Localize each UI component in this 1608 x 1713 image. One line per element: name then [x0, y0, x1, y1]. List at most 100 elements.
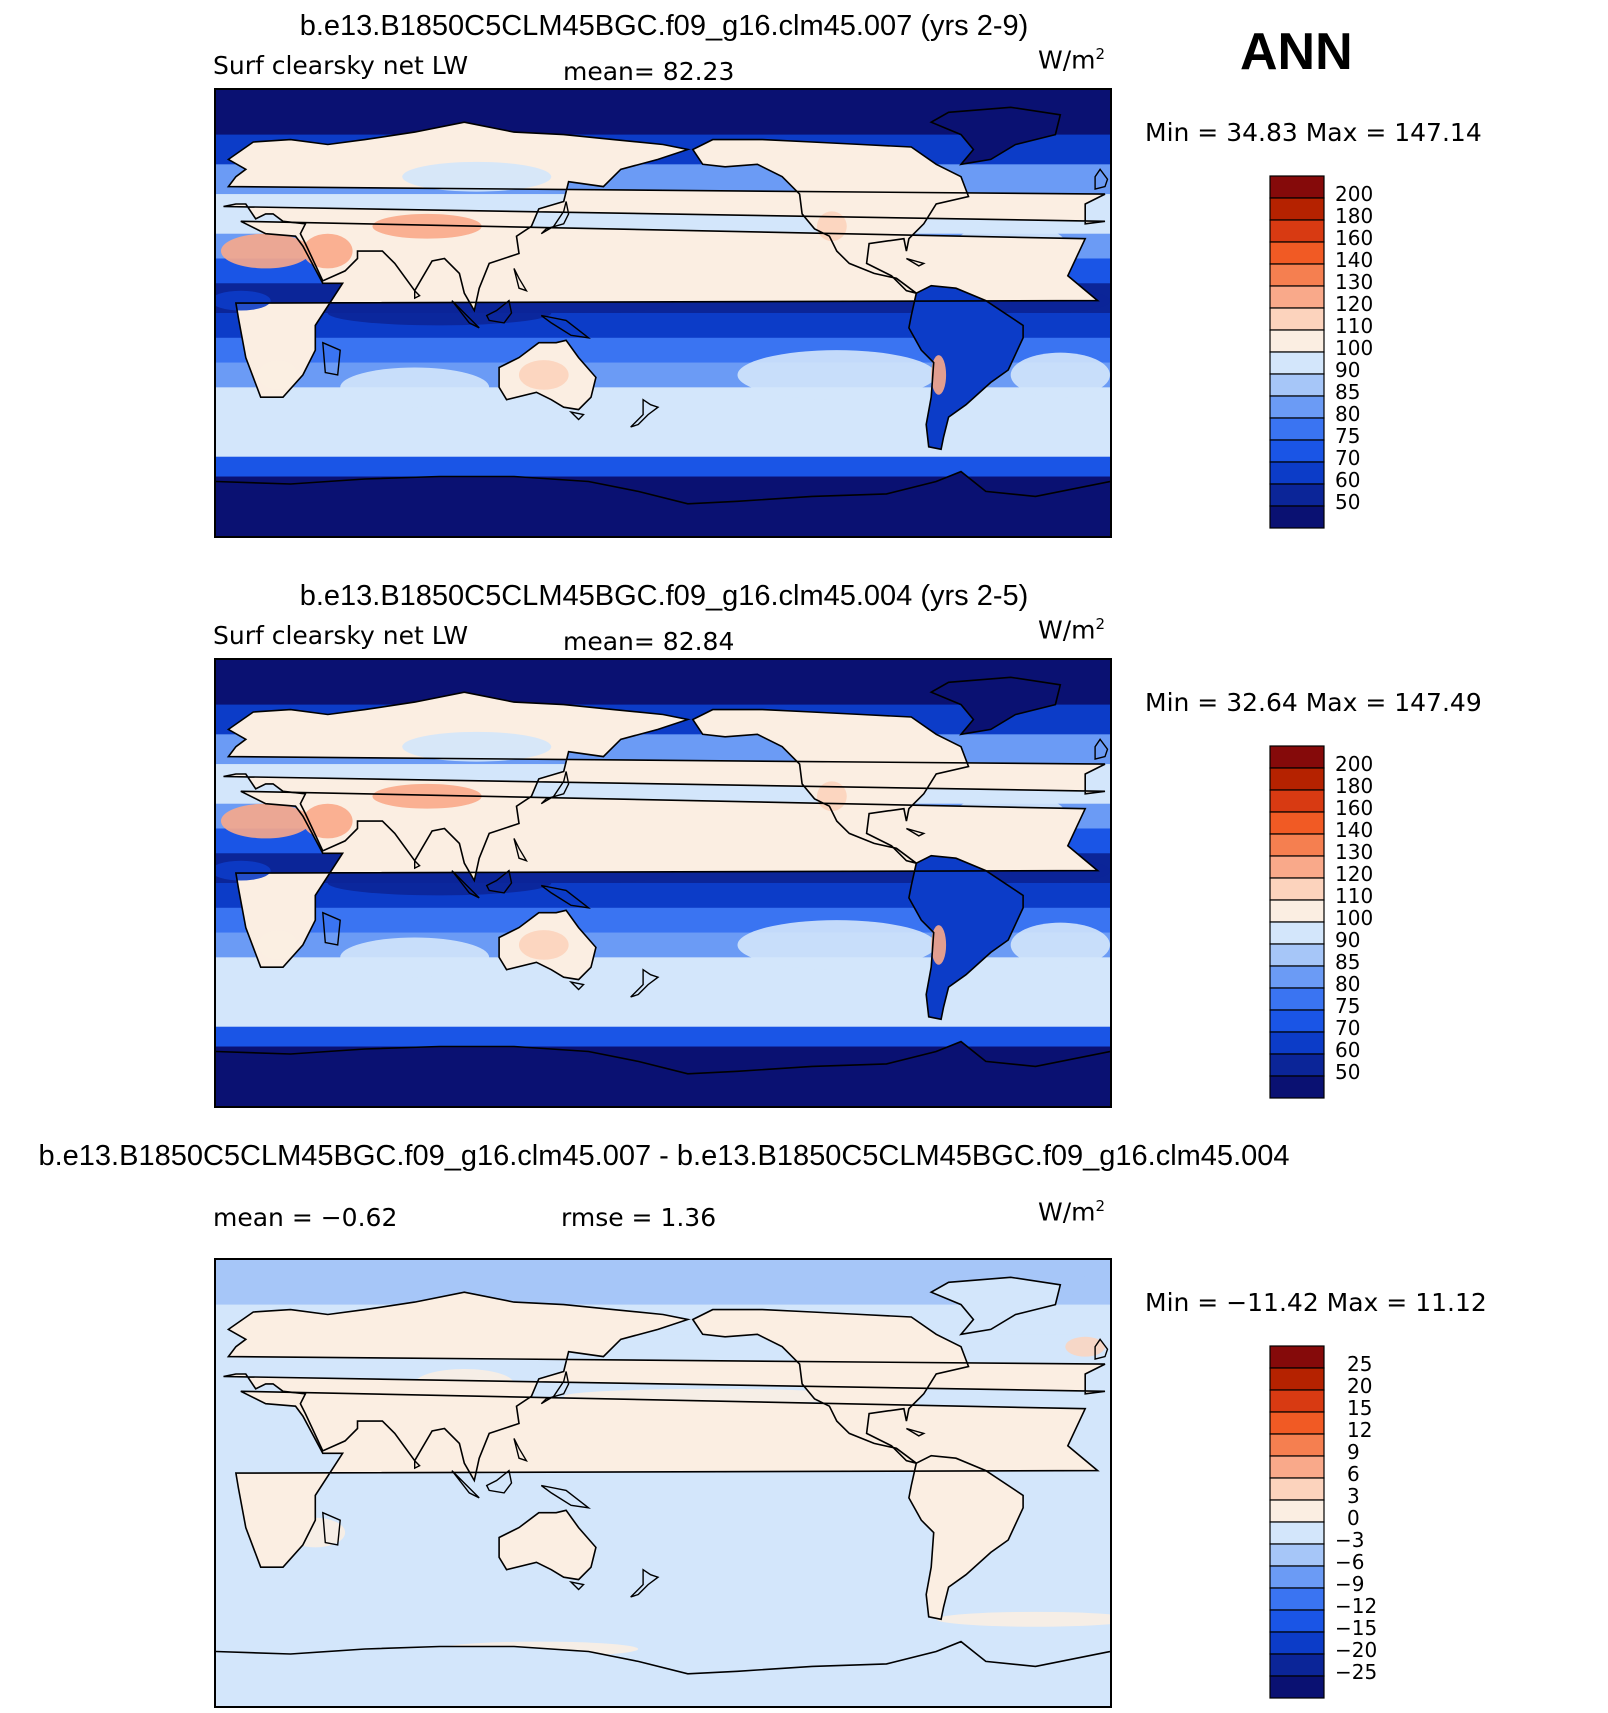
coastline: [540, 1484, 592, 1509]
colorbar-segment: [1269, 483, 1325, 507]
colorbar-tick-label: 25: [1347, 1352, 1373, 1376]
coastline: [216, 470, 1110, 505]
colorbar-tick-label: 120: [1335, 292, 1374, 316]
colorbar-tick-label: −20: [1335, 1638, 1378, 1662]
coastline: [906, 257, 926, 267]
colorbar-segment: [1269, 1455, 1325, 1479]
colorbar-segment: [1269, 1565, 1325, 1589]
colorbar-tick-label: 140: [1335, 818, 1374, 842]
land-feature: [936, 878, 986, 913]
land-fill: [931, 677, 1061, 735]
colorbar-segment: [1269, 1389, 1325, 1413]
colorbar-tick-label: 50: [1335, 490, 1361, 514]
units-label: W/m2: [1038, 615, 1105, 644]
colorbar-tick-label: 90: [1335, 928, 1361, 952]
land-fill: [499, 1510, 596, 1580]
land-fill: [931, 1277, 1061, 1335]
colorbar-segment: [1269, 351, 1325, 375]
colorbar: [1268, 174, 1326, 530]
coastline: [322, 1511, 341, 1546]
coastline: [216, 1640, 1110, 1675]
colorbar-segment: [1269, 1345, 1325, 1369]
coastline: [540, 884, 592, 909]
colorbar-segment: [1269, 1367, 1325, 1391]
land-feature: [372, 783, 482, 809]
colorbar-tick-label: 0: [1347, 1506, 1360, 1530]
coastline: [630, 1568, 660, 1598]
colorbar-segment: [1269, 987, 1325, 1011]
colorbar-segment: [1269, 833, 1325, 857]
coastline: [413, 858, 421, 870]
coastline: [322, 341, 341, 376]
coastline: [691, 708, 970, 864]
colorbar-tick-label: 85: [1335, 950, 1361, 974]
colorbar-tick-label: 60: [1335, 1038, 1361, 1062]
colorbar-tick-label: 180: [1335, 774, 1374, 798]
coastline: [223, 1291, 1106, 1483]
land-fill: [223, 1292, 1105, 1481]
minmax-label: Min = 34.83 Max = 147.14: [1145, 118, 1482, 147]
colorbar-segment: [1269, 219, 1325, 243]
map-plot: [216, 90, 1110, 536]
colorbar-segment: [1269, 1521, 1325, 1545]
panel-title: b.e13.B1850C5CLM45BGC.f09_g16.clm45.007 …: [38, 1140, 1290, 1172]
coastline: [906, 1427, 926, 1437]
land-feature: [931, 355, 947, 395]
map-test: [214, 88, 1112, 538]
coastline: [234, 220, 1100, 399]
coastline: [485, 1469, 513, 1494]
colorbar-svg: [1269, 1345, 1325, 1699]
map-diff: [214, 1258, 1112, 1708]
coastline: [322, 911, 341, 946]
field-feature: [340, 937, 490, 978]
colorbar-segment: [1269, 1543, 1325, 1567]
colorbar-segment: [1269, 373, 1325, 397]
field-feature: [936, 1611, 1110, 1627]
colorbar-tick-label: −25: [1335, 1660, 1378, 1684]
colorbar-segment: [1269, 1631, 1325, 1655]
coastline: [568, 410, 585, 421]
panel-title: b.e13.B1850C5CLM45BGC.f09_g16.clm45.007 …: [299, 10, 1029, 42]
colorbar: [1268, 1344, 1326, 1700]
colorbar-tick-label: 80: [1335, 402, 1361, 426]
colorbar-tick-label: 60: [1335, 468, 1361, 492]
colorbar-svg: [1269, 745, 1325, 1099]
colorbar-tick-label: 140: [1335, 248, 1374, 272]
land-feature: [372, 213, 482, 239]
colorbar-tick-label: 120: [1335, 862, 1374, 886]
colorbar-tick-label: −9: [1335, 1572, 1365, 1596]
coastline: [1094, 738, 1109, 760]
coastline: [1094, 1338, 1109, 1360]
land-feature: [402, 161, 552, 192]
colorbar-tick-label: −3: [1335, 1528, 1365, 1552]
coastline: [630, 968, 660, 998]
colorbar-segment: [1269, 1433, 1325, 1457]
colorbar-tick-label: 100: [1335, 336, 1374, 360]
land-feature: [220, 233, 311, 269]
field-band: [216, 994, 1110, 1028]
land-fill: [216, 471, 1110, 536]
coastline: [234, 790, 1100, 969]
mean-label: mean= 82.84: [563, 627, 735, 656]
coastline: [216, 1040, 1110, 1075]
colorbar-segment: [1269, 855, 1325, 879]
land-feature: [258, 930, 298, 960]
colorbar-tick-label: 110: [1335, 884, 1374, 908]
colorbar-segment: [1269, 1075, 1325, 1099]
colorbar-segment: [1269, 877, 1325, 901]
colorbar-segment: [1269, 789, 1325, 813]
colorbar-tick-label: 130: [1335, 270, 1374, 294]
coastline: [485, 299, 513, 324]
field-feature: [737, 920, 937, 970]
field-feature: [327, 300, 552, 326]
colorbar-tick-label: 160: [1335, 796, 1374, 820]
colorbar-tick-label: 20: [1347, 1374, 1373, 1398]
colorbar-segment: [1269, 1609, 1325, 1633]
coastline: [908, 854, 1024, 1021]
colorbar-segment: [1269, 241, 1325, 265]
colorbar-segment: [1269, 505, 1325, 529]
colorbar-tick-label: 9: [1347, 1440, 1360, 1464]
colorbar-tick-label: 180: [1335, 204, 1374, 228]
colorbar-segment: [1269, 767, 1325, 791]
